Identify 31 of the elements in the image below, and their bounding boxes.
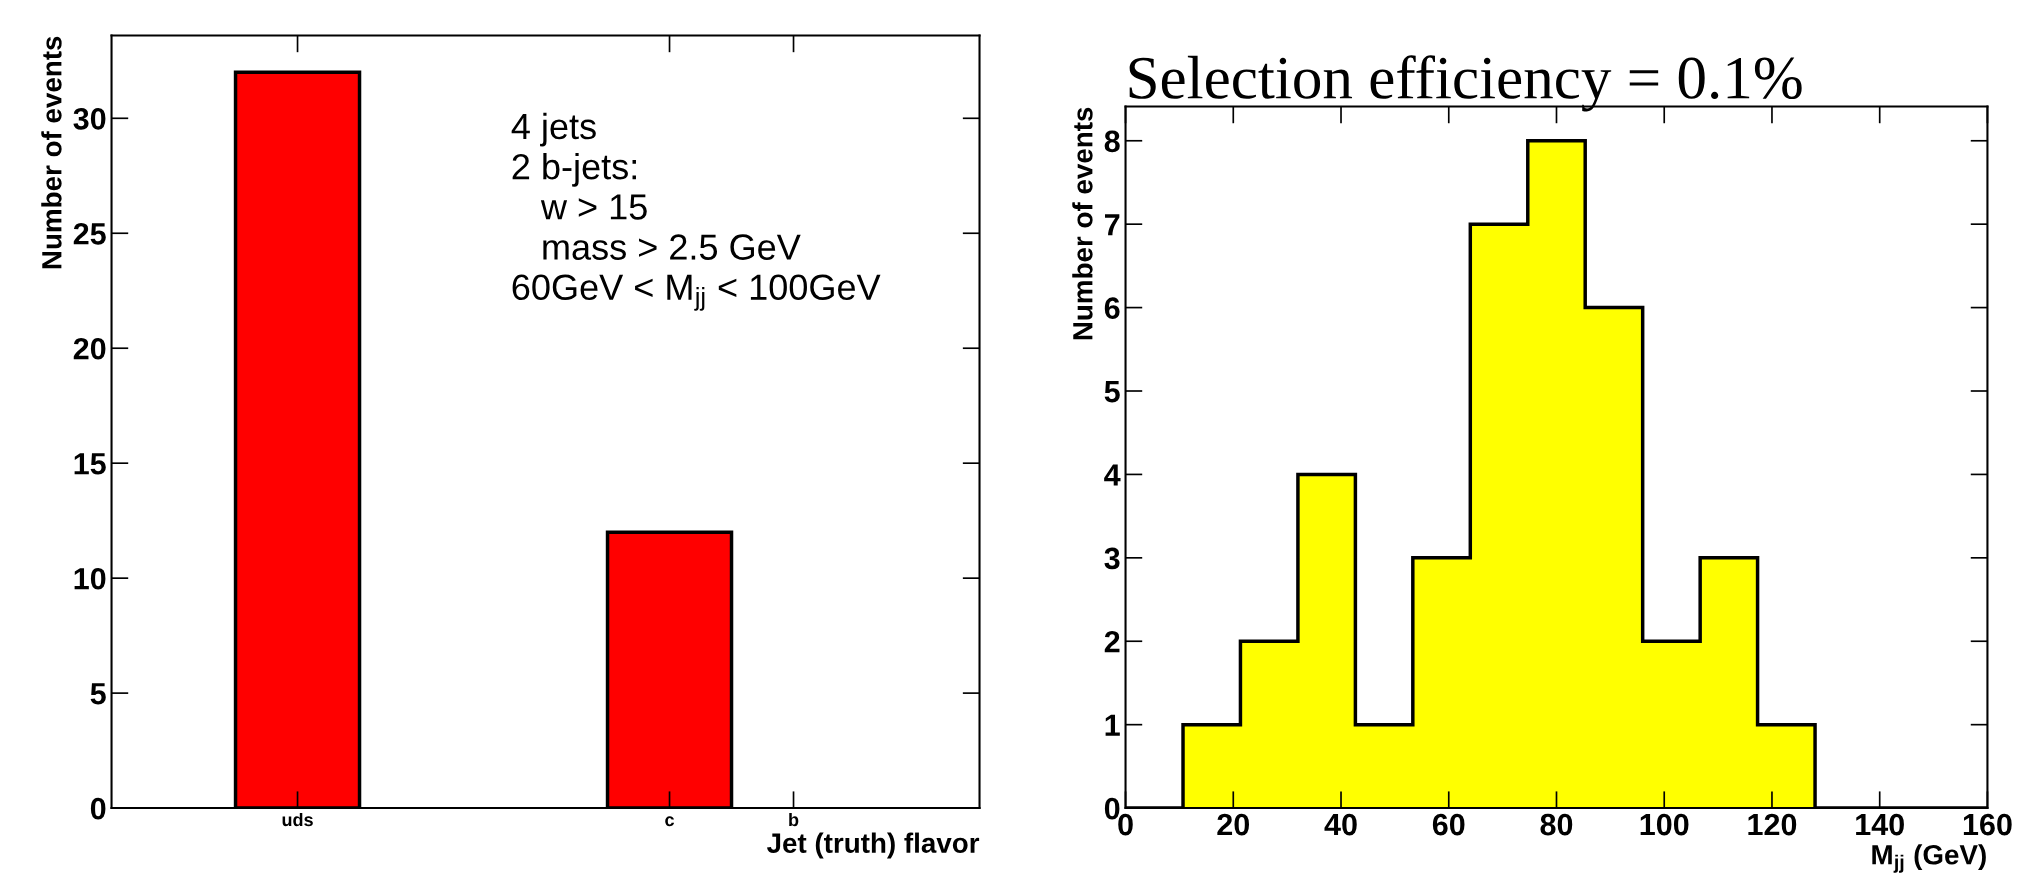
y-axis-title: Number of events (41, 36, 62, 269)
x-tick-label: 120 (1748, 813, 1797, 836)
annotation: 4 jets 2 b-jets: w > 15 mass > 2.5 GeV 60GeV < M$_{jj}$ < 100GeV (511, 112, 881, 311)
x-axis-title: M$_{jj}$ (GeV) (1872, 844, 1986, 873)
y-tick-label: 20 (73, 337, 106, 360)
y-tick-label: 4 (1104, 464, 1121, 486)
x-tick-label: b (789, 812, 799, 827)
y-tick-label: 8 (1104, 130, 1120, 153)
x-tick-label: uds (282, 812, 313, 827)
y-tick-label: 6 (1104, 297, 1120, 319)
y-tick-label: 15 (74, 453, 106, 475)
y-axis-title: Number of events (1072, 107, 1093, 340)
y-tick-label: 3 (1104, 547, 1120, 570)
x-tick-label: 20 (1217, 813, 1250, 836)
y-tick-label: 5 (1104, 381, 1120, 403)
y-tick-label: 30 (73, 108, 106, 130)
y-tick-label: 10 (74, 567, 106, 590)
y-tick-label: 7 (1105, 214, 1120, 236)
y-tick-label: 25 (73, 222, 106, 245)
y-tick-label: 1 (1105, 714, 1120, 736)
x-tick-label: 160 (1963, 813, 2012, 836)
x-axis-title: Jet (truth) flavor (766, 832, 980, 859)
y-tick-label: 5 (90, 683, 106, 705)
chart-title: Selection efficiency = 0.1% (1129, 55, 1802, 112)
x-tick-label: 140 (1856, 813, 1904, 836)
x-tick-label: 60 (1432, 813, 1465, 836)
x-tick-label: 80 (1540, 813, 1573, 836)
x-tick-label: c (665, 816, 675, 827)
x-tick-label: 40 (1324, 813, 1357, 836)
x-tick-label: 100 (1640, 813, 1689, 836)
y-tick-label: 2 (1104, 630, 1120, 653)
